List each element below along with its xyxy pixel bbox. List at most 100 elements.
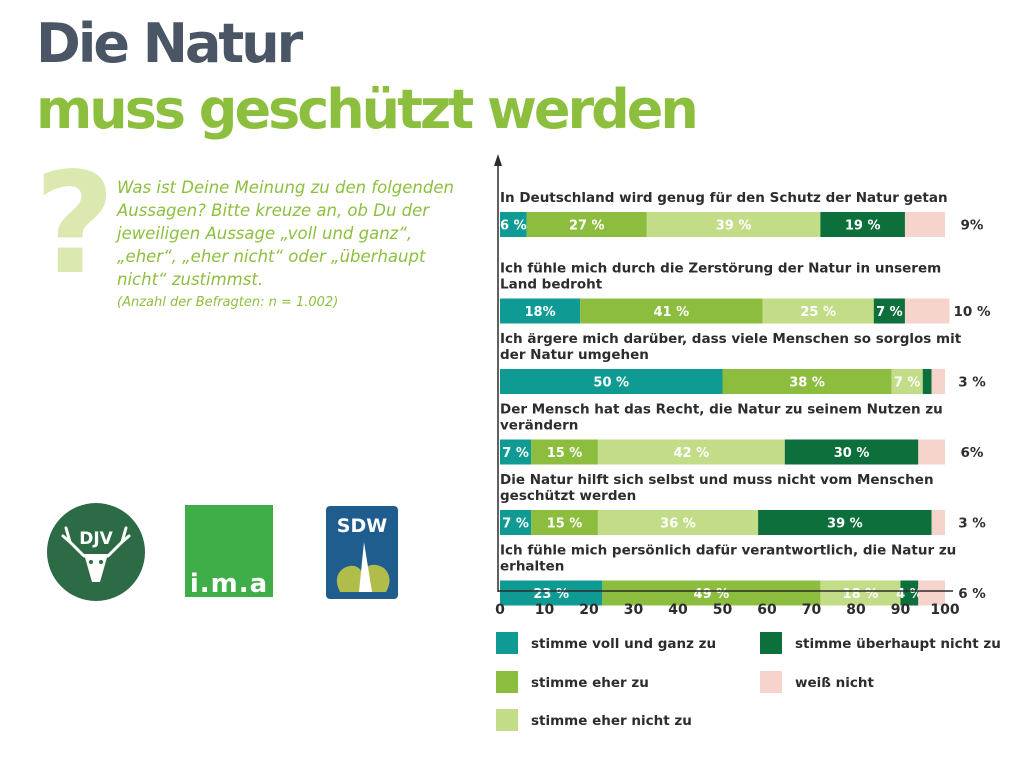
bar-segment <box>784 439 919 465</box>
bar-segment <box>597 439 785 465</box>
djv-logo-text: DJV <box>79 529 113 549</box>
bar-segment <box>820 212 905 237</box>
bar-value-label: 7 % <box>894 376 921 391</box>
weiss-nicht-value-label: 6% <box>961 445 984 461</box>
category-label: Der Mensch hat das Recht, die Natur zu s… <box>500 402 943 418</box>
bar-segment <box>531 439 598 465</box>
legend-label: stimme voll und ganz zu <box>531 636 716 652</box>
sample-size-note: (Anzahl der Befragten: n = 1.002) <box>117 295 339 310</box>
x-tick-label: 90 <box>891 602 911 618</box>
bar-segment <box>904 212 945 237</box>
bar-segment <box>500 580 603 606</box>
question-mark-icon: ? <box>34 143 116 306</box>
bar-value-label: 23 % <box>533 587 569 602</box>
x-tick-label: 70 <box>802 602 822 618</box>
weiss-nicht-value-label: 6 % <box>958 586 986 602</box>
bar-value-label: 38 % <box>789 376 825 391</box>
weiss-nicht-value-label: 9% <box>961 218 984 234</box>
x-tick-label: 40 <box>668 602 688 618</box>
title-line-2: muss geschützt werden <box>36 78 699 141</box>
bar-value-label: 19 % <box>845 219 881 234</box>
bar-segment <box>722 369 892 394</box>
sdw-logo-text: SDW <box>337 515 387 537</box>
x-tick-label: 50 <box>713 602 733 618</box>
bar-value-label: 6 % <box>500 219 527 234</box>
bar-value-label: 39 % <box>716 219 752 234</box>
legend-swatch <box>496 671 518 693</box>
bar-segment <box>646 212 821 237</box>
bar-segment <box>820 580 901 606</box>
bar-value-label: 18 % <box>843 587 879 602</box>
bar-value-label: 41 % <box>653 305 689 320</box>
bar-segment <box>526 212 647 237</box>
legend-label: stimme eher zu <box>531 675 649 691</box>
bar-segment <box>931 510 945 535</box>
bar-value-label: 27 % <box>569 219 605 234</box>
bar-value-label: 36 % <box>660 517 696 532</box>
bar-segment <box>531 510 598 535</box>
bar-segment <box>922 369 932 394</box>
x-tick-label: 100 <box>930 602 959 618</box>
bar-value-label: 7 % <box>502 517 529 532</box>
bar-segment <box>500 298 581 324</box>
bar-value-label: 25 % <box>800 305 836 320</box>
bar-segment <box>904 298 950 324</box>
category-label: Die Natur hilft sich selbst und muss nic… <box>500 472 934 488</box>
bar-value-label: 18% <box>524 305 555 320</box>
bar-segment <box>602 580 821 606</box>
category-label: verändern <box>500 418 578 434</box>
bar-segment <box>758 510 932 535</box>
bar-value-label: 30 % <box>834 446 870 461</box>
bar-segment <box>580 298 763 324</box>
category-label: Ich fühle mich durch die Zerstörung der … <box>500 261 941 277</box>
weiss-nicht-value-label: 3 % <box>958 375 986 391</box>
legend-swatch <box>760 671 782 693</box>
ima-logo: i.m.a <box>185 505 273 599</box>
bar-segment <box>500 510 532 535</box>
bar-value-label: 15 % <box>547 517 583 532</box>
survey-question: Was ist Deine Meinung zu den folgenden A… <box>117 178 454 289</box>
legend-label: stimme überhaupt nicht zu <box>795 636 1001 652</box>
x-tick-label: 20 <box>579 602 599 618</box>
legend-label: weiß nicht <box>795 675 875 691</box>
bar-segment <box>762 298 874 324</box>
category-label: Land bedroht <box>500 277 603 293</box>
x-tick-label: 30 <box>624 602 644 618</box>
bar-segment <box>918 580 945 606</box>
weiss-nicht-value-label: 3 % <box>958 516 986 532</box>
bar-value-label: 15 % <box>547 446 583 461</box>
title-line-1: Die Natur <box>36 12 303 75</box>
category-label: Ich ärgere mich darüber, dass viele Mens… <box>500 331 962 347</box>
bar-segment <box>931 369 945 394</box>
x-tick-label: 0 <box>495 602 505 618</box>
sdw-logo: SDW <box>326 506 398 599</box>
bar-segment <box>500 212 527 237</box>
bar-value-label: 50 % <box>593 376 629 391</box>
bar-segment <box>873 298 905 324</box>
bar-value-label: 7 % <box>876 305 903 320</box>
bar-segment <box>500 369 723 394</box>
bar-segment <box>597 510 759 535</box>
legend-swatch <box>496 709 518 731</box>
bar-segment <box>918 439 945 465</box>
category-label: Ich fühle mich persönlich dafür verantwo… <box>500 543 956 559</box>
bar-segment <box>500 439 532 465</box>
legend-swatch <box>496 632 518 654</box>
bar-value-label: 49 % <box>694 587 730 602</box>
bar-segment <box>891 369 923 394</box>
category-label: In Deutschland wird genug für den Schutz… <box>500 190 948 206</box>
category-label: der Natur umgehen <box>500 347 649 363</box>
bar-value-label: 42 % <box>674 446 710 461</box>
legend-label: stimme eher nicht zu <box>531 713 692 729</box>
x-tick-label: 10 <box>535 602 555 618</box>
ima-logo-text: i.m.a <box>189 569 269 599</box>
bar-value-label: 39 % <box>827 517 863 532</box>
legend-swatch <box>760 632 782 654</box>
x-tick-label: 80 <box>846 602 866 618</box>
bar-value-label: 7 % <box>502 446 529 461</box>
category-label: geschützt werden <box>500 488 636 504</box>
djv-logo: DJV <box>46 502 146 602</box>
x-tick-label: 60 <box>757 602 777 618</box>
bar-segment <box>900 580 919 606</box>
